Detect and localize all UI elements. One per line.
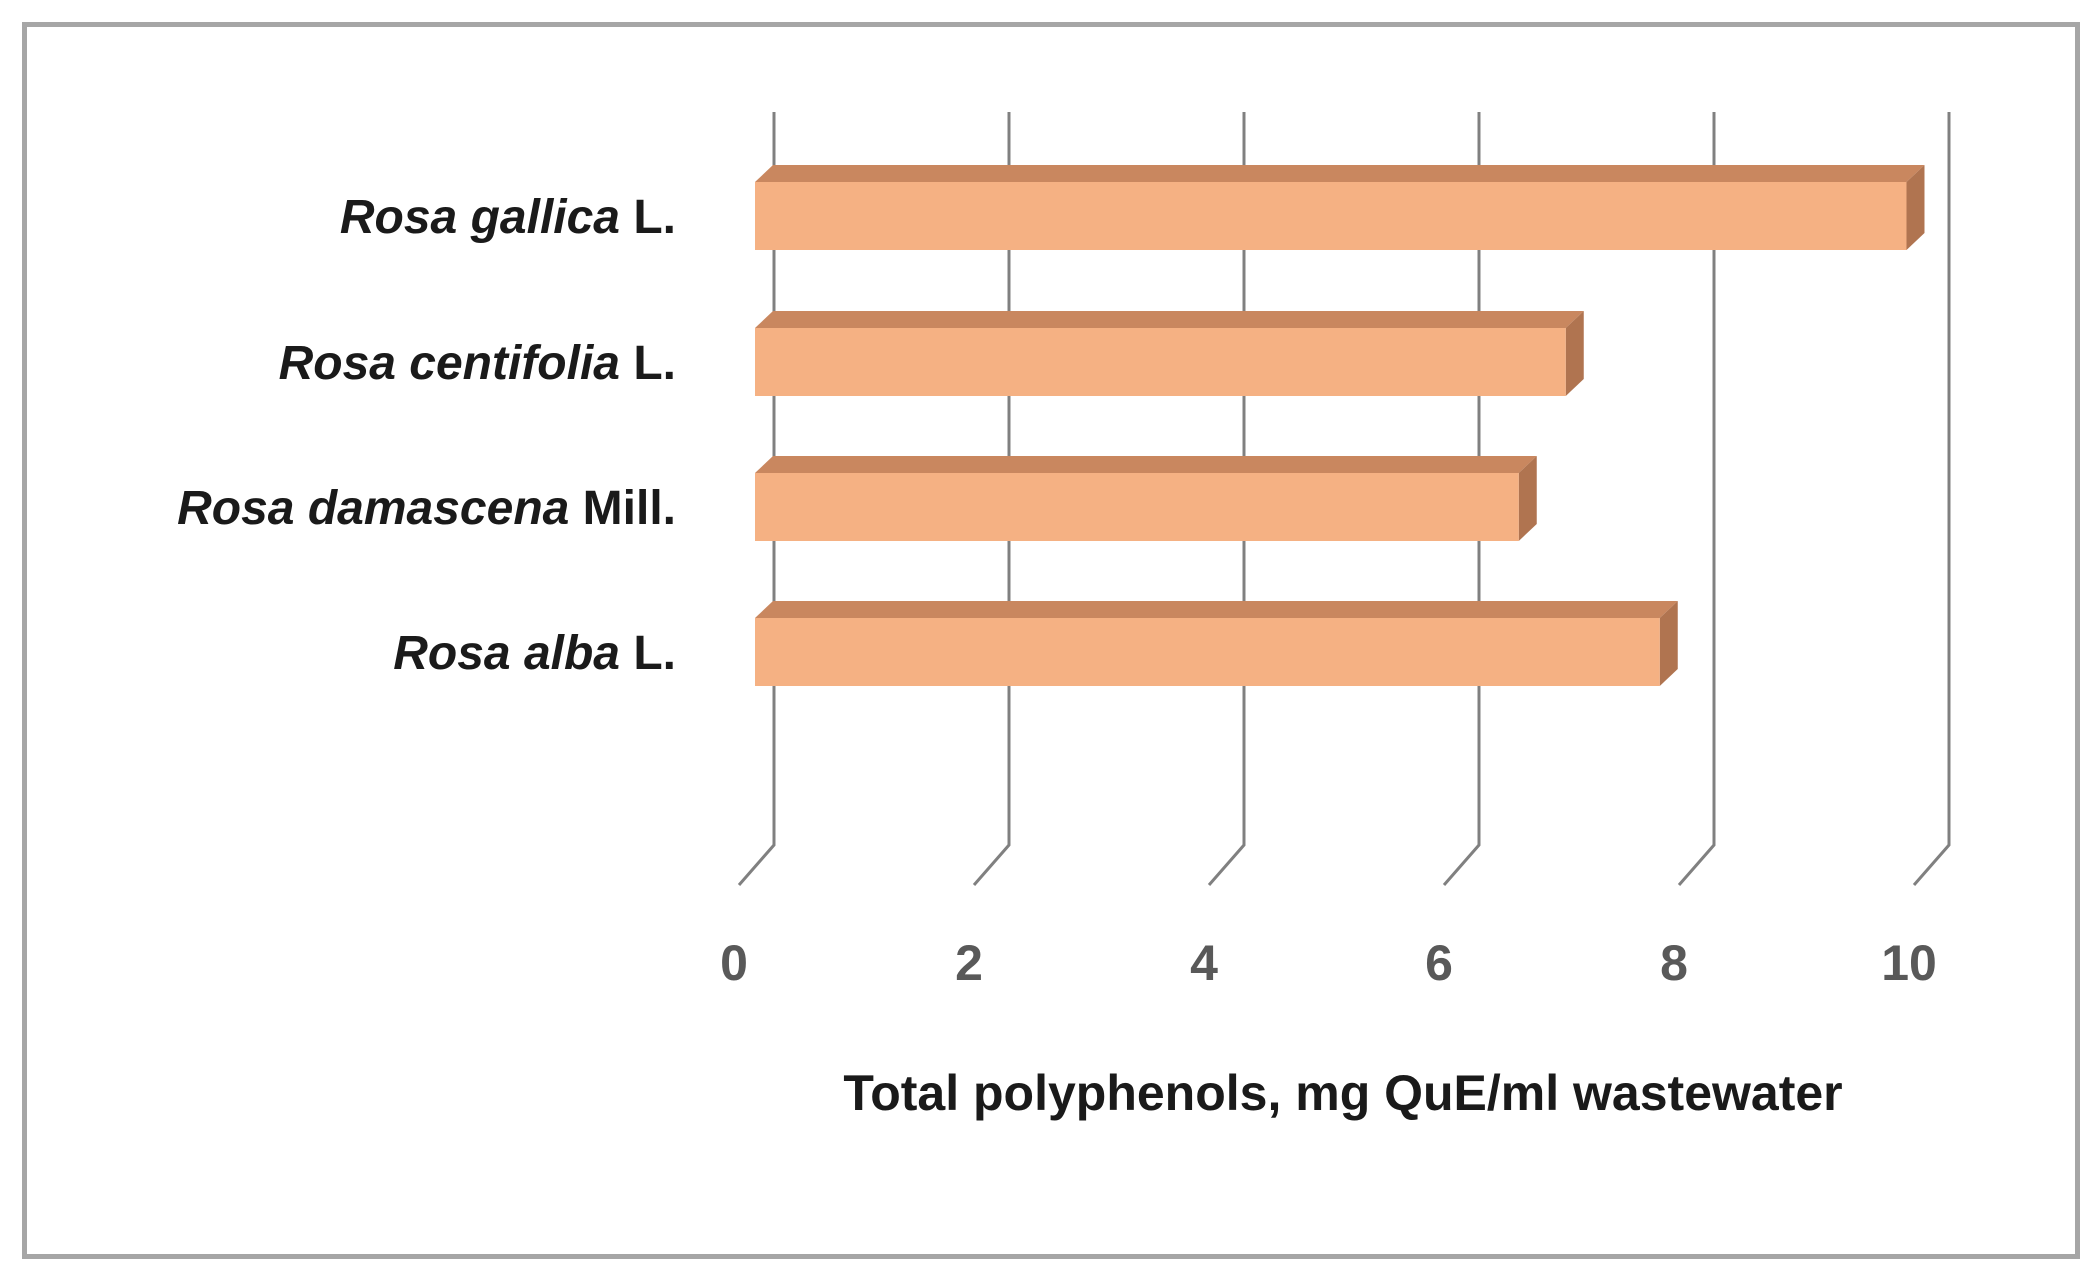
bars [755, 165, 1925, 686]
x-axis-title: Total polyphenols, mg QuE/ml wastewater [843, 1065, 1842, 1121]
bar-top-face [755, 311, 1584, 328]
gridline [1912, 112, 1951, 886]
bar-side-face [1518, 456, 1537, 541]
tick-labels: 0 2 4 6 8 10 [720, 935, 1937, 991]
species-name: Rosa alba [393, 627, 620, 680]
tick-label: 0 [720, 935, 748, 991]
bar [755, 601, 1678, 686]
category-label: Rosa gallica L. [340, 191, 676, 244]
tick-label: 4 [1190, 935, 1218, 991]
bar-front-face [755, 328, 1566, 396]
species-name: Rosa centifolia [279, 337, 620, 390]
bar-side-face [1659, 601, 1678, 686]
bar [755, 165, 1925, 250]
author-abbrev: L. [620, 337, 676, 390]
bar-top-face [755, 456, 1537, 473]
category-label: Rosa centifolia L. [279, 337, 676, 390]
bar-top-face [755, 165, 1925, 182]
tick-label: 8 [1660, 935, 1688, 991]
tick-label: 2 [955, 935, 983, 991]
bar-side-face [1906, 165, 1925, 250]
bar-front-face [755, 182, 1907, 250]
author-abbrev: L. [620, 627, 676, 680]
bar-top-face [755, 601, 1678, 618]
category-label: Rosa alba L. [393, 627, 676, 680]
author-abbrev: L. [620, 191, 676, 244]
bar-side-face [1565, 311, 1584, 396]
bar-front-face [755, 473, 1519, 541]
tick-label: 6 [1425, 935, 1453, 991]
bar-front-face [755, 618, 1660, 686]
category-label: Rosa damascena Mill. [177, 482, 676, 535]
tick-label: 10 [1881, 935, 1937, 991]
gridline [1677, 112, 1716, 886]
species-name: Rosa damascena [177, 482, 569, 535]
species-name: Rosa gallica [340, 191, 620, 244]
category-labels: Rosa gallica L.Rosa centifolia L.Rosa da… [177, 191, 676, 680]
bar [755, 311, 1584, 396]
bar [755, 456, 1537, 541]
author-abbrev: Mill. [569, 482, 676, 535]
